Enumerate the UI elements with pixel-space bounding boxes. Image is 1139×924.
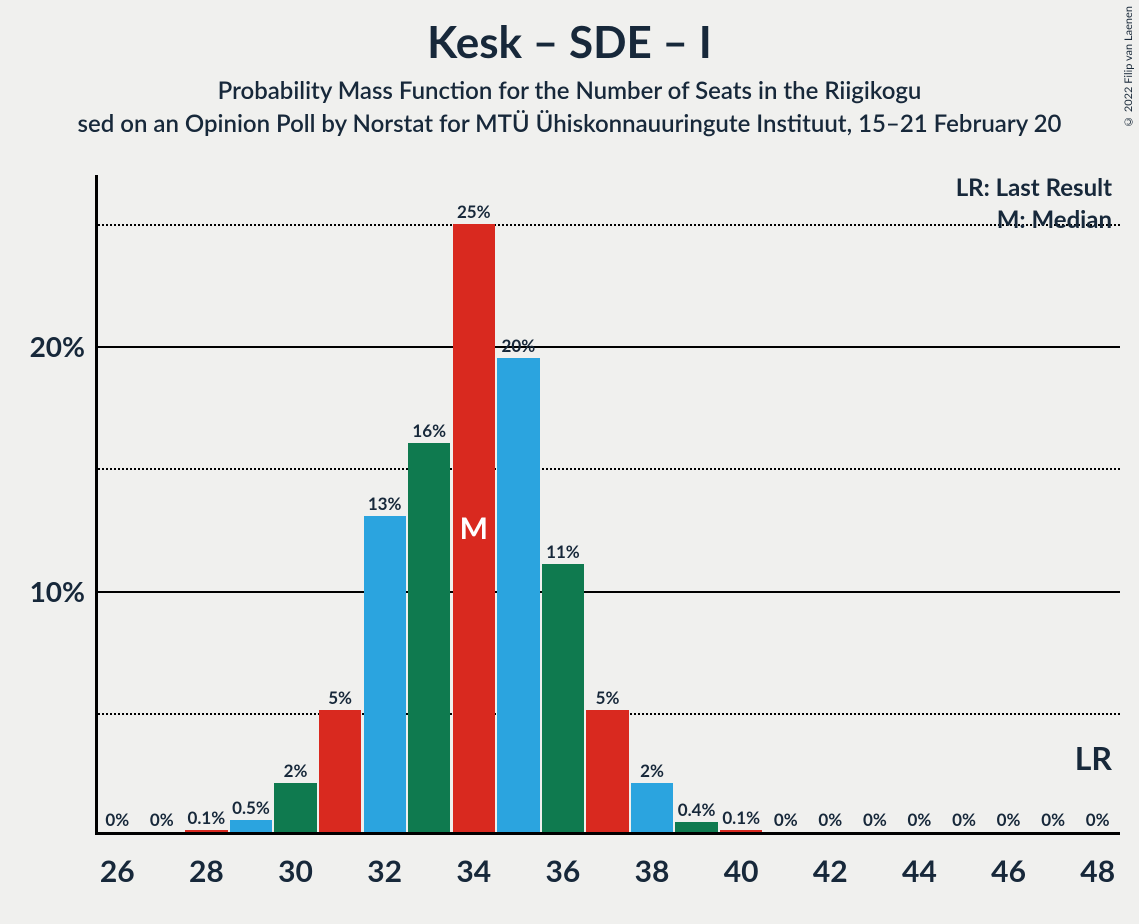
bar-value-label: 0% [1032,809,1074,830]
x-tick-label: 28 [189,853,224,889]
bar-value-label: 0% [943,809,985,830]
bar: 2% [631,783,673,832]
chart-subtitle-2: sed on an Opinion Poll by Norstat for MT… [0,109,1139,138]
bar-value-label: 5% [586,687,628,708]
bar: 0.4% [675,822,717,832]
bar: 0.1% [720,830,762,832]
bar-value-label: 0% [141,809,183,830]
bar-value-label: 0.1% [185,807,227,828]
chart-title: Kesk – SDE – I [0,0,1139,68]
chart-subtitle-1: Probability Mass Function for the Number… [0,76,1139,105]
bar-value-label: 0% [898,809,940,830]
bars-group: 0%0%0.1%0.5%2%5%13%16%25%M20%11%5%2%0.4%… [95,175,1120,832]
chart-plot-area: 10%20% 0%0%0.1%0.5%2%5%13%16%25%M20%11%5… [95,175,1120,835]
bar-value-label: 0% [765,809,807,830]
bar-value-label: 13% [363,493,405,514]
bar: 5% [586,710,628,832]
bar-value-label: 0% [987,809,1029,830]
bar-value-label: 5% [319,687,361,708]
x-tick-label: 42 [813,853,848,889]
x-tick-label: 40 [724,853,759,889]
bar: 25%M [453,224,495,832]
bar: 11% [542,564,584,832]
bar-value-label: 2% [631,760,673,781]
bar-value-label: 20% [497,335,539,356]
x-tick-label: 44 [902,853,937,889]
lr-marker-label: LR [1075,738,1112,777]
bar: 20% [497,358,539,833]
bar-value-label: 0.5% [230,797,272,818]
bar: 0.1% [185,830,227,832]
x-tick-label: 46 [991,853,1026,889]
x-tick-label: 34 [456,853,491,889]
bar: 0.5% [230,820,272,832]
legend-lr: LR: Last Result [956,173,1112,202]
bar-value-label: 0% [96,809,138,830]
y-tick-label: 20% [30,329,85,363]
bar: 13% [364,516,406,832]
bar-value-label: 16% [408,420,450,441]
x-tick-label: 26 [100,853,135,889]
y-tick-label: 10% [30,574,85,608]
copyright-text: © 2022 Filip van Laenen [1122,6,1135,128]
x-tick-label: 38 [635,853,670,889]
median-marker: M [453,510,495,546]
bar-value-label: 0% [854,809,896,830]
bar: 2% [274,783,316,832]
bar-value-label: 0.4% [675,799,717,820]
bar: 5% [319,710,361,832]
bar-value-label: 0% [1077,809,1119,830]
bar-value-label: 11% [542,541,584,562]
bar-value-label: 25% [453,201,495,222]
bar-value-label: 0% [809,809,851,830]
bar: 16% [408,443,450,832]
x-tick-label: 30 [278,853,313,889]
bar-value-label: 2% [274,760,316,781]
bar-value-label: 0.1% [720,807,762,828]
legend-m: M: Median [997,205,1112,234]
x-tick-label: 32 [367,853,402,889]
x-tick-label: 36 [546,853,581,889]
x-axis-line [95,832,1120,835]
x-tick-label: 48 [1080,853,1115,889]
